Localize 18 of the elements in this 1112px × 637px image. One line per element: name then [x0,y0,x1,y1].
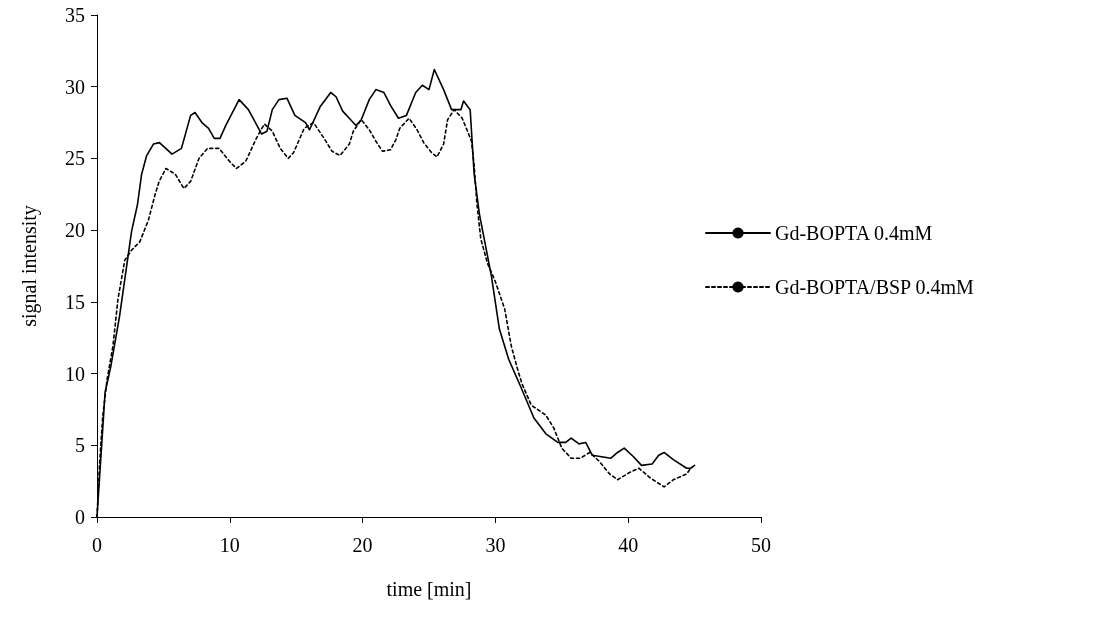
legend-label: Gd-BOPTA 0.4mM [775,222,933,244]
y-tick-label: 10 [65,362,85,385]
y-tick-label: 20 [65,219,85,242]
y-tick-label: 5 [75,434,85,457]
y-tick-label: 35 [65,4,85,26]
x-tick-label: 10 [219,534,240,556]
x-tick-label: 30 [485,534,506,556]
x-axis-title: time [min] [386,578,472,600]
y-tick-label: 0 [75,506,85,528]
y-axis-title: signal intensity [18,205,41,327]
x-tick-label: 0 [92,534,102,556]
legend-label: Gd-BOPTA/BSP 0.4mM [775,276,975,298]
y-tick-label: 30 [65,75,85,98]
x-tick-label: 50 [751,534,771,556]
y-tick-label: 25 [65,147,85,170]
x-tick-label: 40 [618,534,639,556]
y-tick-label: 15 [65,290,85,313]
x-tick-label: 20 [352,534,373,556]
